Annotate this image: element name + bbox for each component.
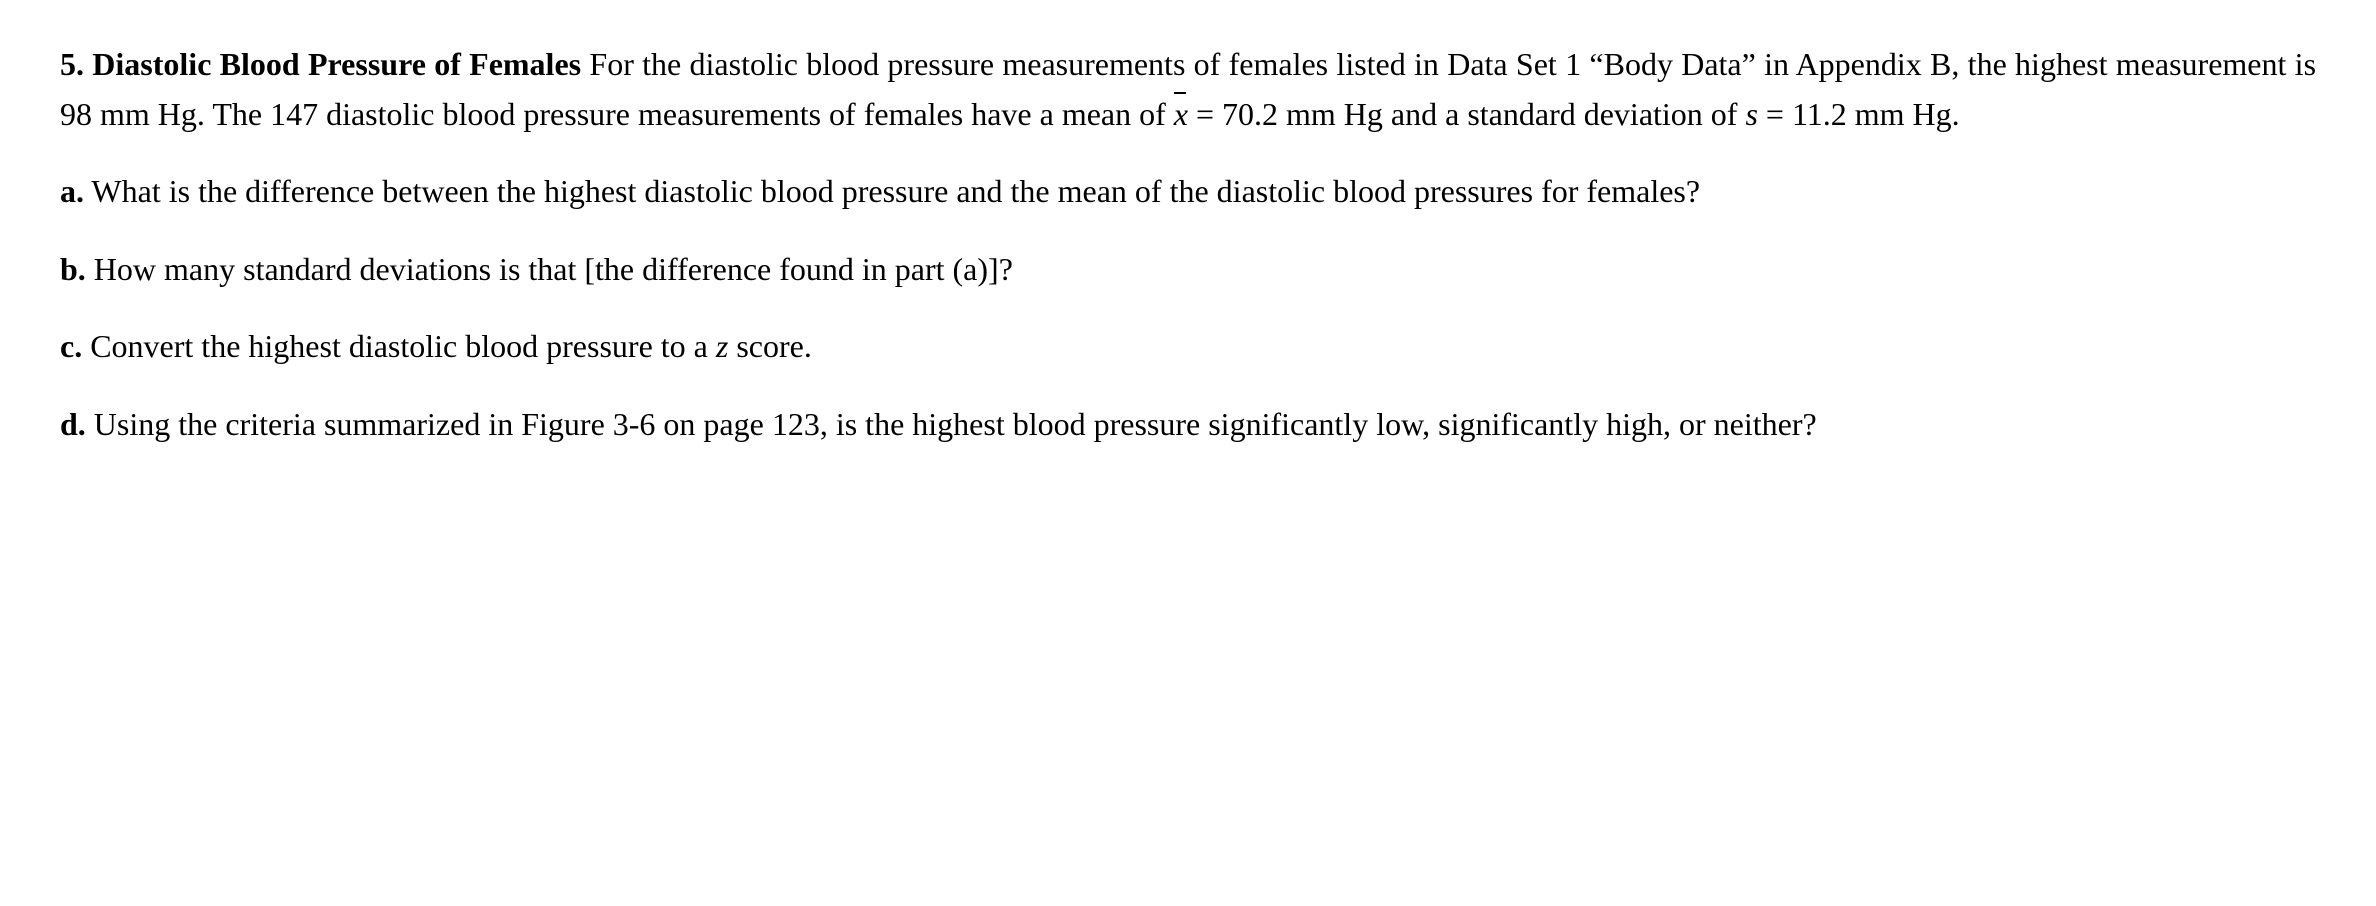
part-c: c. Convert the highest diastolic blood p… (60, 322, 2316, 372)
part-d: d. Using the criteria summarized in Figu… (60, 400, 2316, 450)
part-a-label: a. (60, 173, 84, 209)
part-c-label: c. (60, 328, 82, 364)
z-symbol: z (716, 328, 728, 364)
problem-number: 5. (60, 46, 84, 82)
intro-text-2: and a standard deviation of (1383, 96, 1746, 132)
part-b-text: How many standard deviations is that [th… (86, 251, 1013, 287)
equals-2: = (1758, 96, 1792, 132)
equals-1: = (1188, 96, 1222, 132)
part-b: b. How many standard deviations is that … (60, 245, 2316, 295)
part-a: a. What is the difference between the hi… (60, 167, 2316, 217)
sd-symbol: s (1745, 96, 1757, 132)
mean-symbol-xbar: x (1174, 90, 1188, 140)
mean-value: 70.2 mm Hg (1222, 96, 1383, 132)
part-c-post: score. (728, 328, 812, 364)
sd-value: 11.2 mm Hg. (1792, 96, 1960, 132)
problem-title: Diastolic Blood Pressure of Females (92, 46, 581, 82)
part-d-text: Using the criteria summarized in Figure … (86, 406, 1817, 442)
problem-intro: 5. Diastolic Blood Pressure of Females F… (60, 40, 2316, 139)
part-d-label: d. (60, 406, 86, 442)
part-c-pre: Convert the highest diastolic blood pres… (82, 328, 716, 364)
part-b-label: b. (60, 251, 86, 287)
part-a-text: What is the difference between the highe… (84, 173, 1700, 209)
